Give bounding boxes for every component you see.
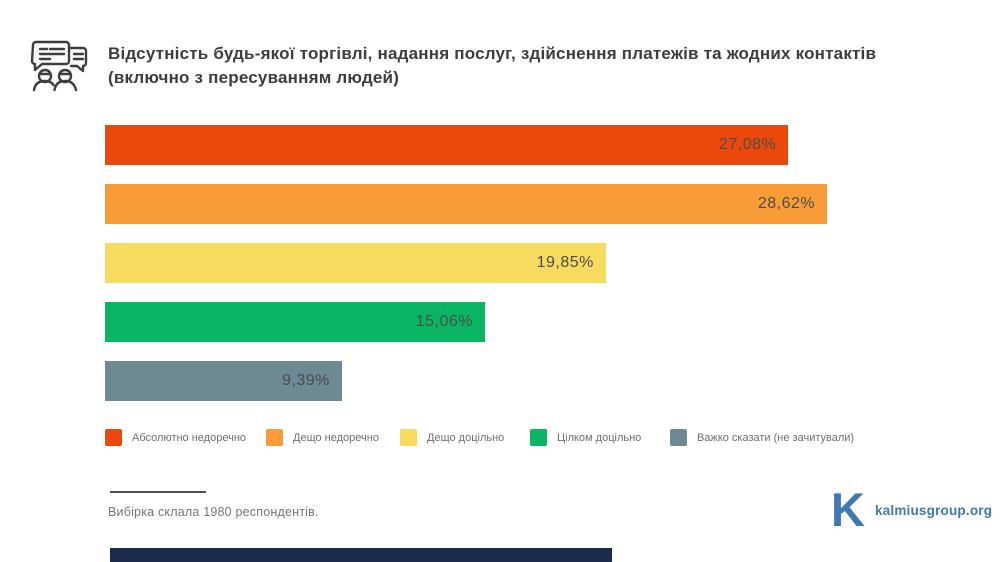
bar-row: 15,06%	[105, 302, 867, 342]
legend-item: Абсолютно недоречно	[105, 429, 246, 446]
legend-item: Цілком доцільно	[530, 429, 641, 446]
people-conversation-icon	[30, 38, 88, 92]
legend-swatch	[530, 429, 547, 446]
legend-label: Важко сказати (не зачитували)	[697, 431, 855, 444]
chart-legend: Абсолютно недоречно Дещо недоречно Дещо до…	[0, 429, 1000, 449]
bar-3: 19,85%	[105, 243, 606, 283]
bar-row: 9,39%	[105, 361, 867, 401]
legend-swatch	[400, 429, 417, 446]
kalmiusgroup-logo: K kalmiusgroup.org	[831, 485, 992, 535]
sample-size-note: Вибірка склала 1980 респондентів.	[108, 505, 319, 519]
bar-2: 28,62%	[105, 184, 828, 224]
bar-value-label: 19,85%	[536, 254, 594, 271]
bar-1: 27,08%	[105, 125, 789, 165]
bar-4: 15,06%	[105, 302, 485, 342]
bar-value-label: 9,39%	[282, 372, 330, 389]
legend-swatch	[670, 429, 687, 446]
legend-item: Дещо доцільно	[400, 429, 504, 446]
legend-label: Дещо недоречно	[293, 431, 379, 444]
legend-label: Абсолютно недоречно	[132, 431, 247, 444]
logo-url-text: kalmiusgroup.org	[874, 502, 993, 518]
legend-label: Дещо доцільно	[427, 431, 505, 444]
bar-value-label: 27,08%	[719, 136, 777, 153]
footer-divider	[110, 491, 206, 493]
legend-swatch	[266, 429, 283, 446]
bottom-accent-bar	[110, 548, 612, 562]
legend-item: Важко сказати (не зачитували)	[670, 429, 854, 446]
legend-label: Цілком доцільно	[557, 431, 642, 444]
logo-k-letter: K	[831, 483, 865, 536]
legend-item: Дещо недоречно	[266, 429, 379, 446]
legend-swatch	[105, 429, 122, 446]
bar-value-label: 15,06%	[415, 313, 473, 330]
bar-chart: 27,08% 28,62% 19,85% 15,06% 9,39%	[105, 125, 867, 420]
bar-row: 19,85%	[105, 243, 867, 283]
page-title-line1: Відсутність будь-якої торгівлі, надання …	[108, 44, 877, 63]
page-title-line2: (включно з пересуванням людей)	[108, 68, 400, 87]
bar-row: 28,62%	[105, 184, 867, 224]
bar-value-label: 28,62%	[757, 195, 816, 212]
bar-row: 27,08%	[105, 125, 867, 165]
page-title: Відсутність будь-якої торгівлі, надання …	[108, 42, 938, 90]
bar-5: 9,39%	[105, 361, 342, 401]
